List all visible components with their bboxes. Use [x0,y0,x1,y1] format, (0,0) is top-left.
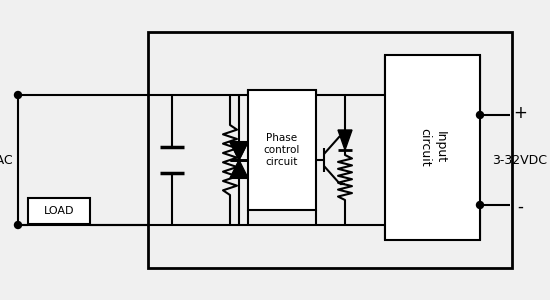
Text: -: - [517,198,523,216]
Polygon shape [230,142,248,160]
Text: LOAD: LOAD [44,206,74,216]
Circle shape [14,221,21,229]
Polygon shape [338,130,352,150]
Circle shape [476,202,483,208]
Polygon shape [230,160,248,178]
Polygon shape [230,142,248,160]
Bar [385,55,480,240]
Text: +: + [513,104,527,122]
Bar [248,90,316,210]
Circle shape [476,112,483,118]
Text: Input
circuit: Input circuit [419,128,447,167]
Bar [28,198,90,224]
Circle shape [14,92,21,98]
Text: 480VAC: 480VAC [0,154,13,166]
Bar [148,32,512,268]
Text: Phase
control
circuit: Phase control circuit [264,134,300,166]
Text: 3-32VDC: 3-32VDC [492,154,547,166]
